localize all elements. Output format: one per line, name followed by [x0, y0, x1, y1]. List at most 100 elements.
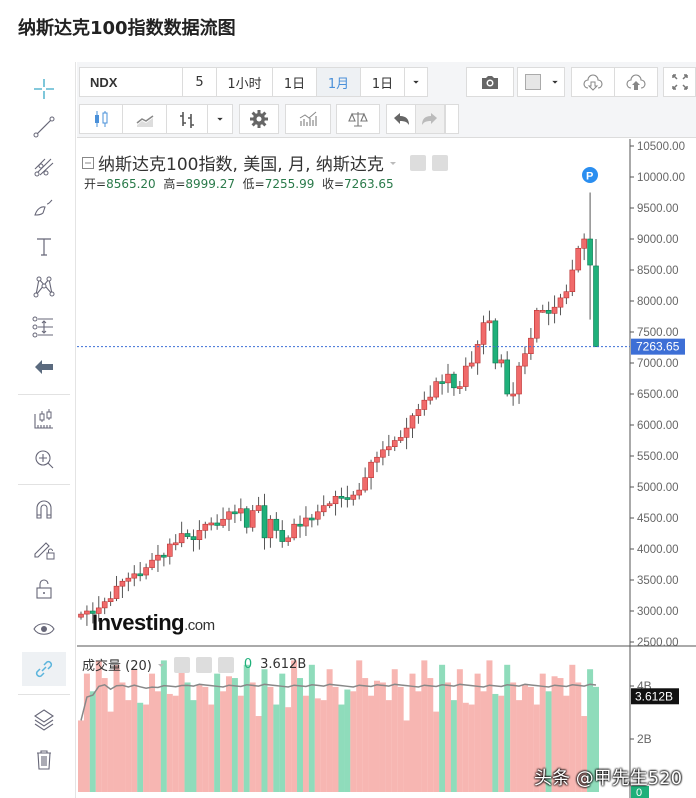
interval-custom[interactable]: 1日	[360, 67, 405, 97]
svg-text:4500.00: 4500.00	[637, 513, 679, 525]
series-title: 纳斯达克100指数, 美国, 月, 纳斯达克	[98, 155, 384, 175]
volume-change: 0	[243, 657, 253, 672]
interval-1m[interactable]: 1月	[316, 67, 361, 97]
open-value: 8565.20	[106, 177, 156, 191]
drawing-toolbar	[0, 62, 76, 798]
cloud-download-icon	[583, 74, 603, 91]
text-icon	[37, 238, 51, 256]
save-layout-button[interactable]	[614, 67, 658, 97]
trend-line-icon	[33, 116, 55, 138]
trash-icon	[37, 750, 51, 770]
magnet-icon	[36, 500, 52, 519]
zoom-in-icon	[35, 450, 54, 469]
svg-text:3.612B: 3.612B	[635, 689, 673, 703]
low-label: 低=	[242, 177, 265, 191]
interval-dropdown[interactable]	[404, 67, 428, 97]
svg-text:5000.00: 5000.00	[637, 482, 679, 494]
link-icon	[35, 660, 53, 678]
close-label: 收=	[321, 177, 345, 191]
svg-text:8000.00: 8000.00	[637, 296, 679, 308]
high-value: 8999.27	[185, 177, 236, 191]
screenshot-button[interactable]	[466, 67, 514, 97]
candlestick-type-button[interactable]	[79, 104, 123, 134]
svg-text:3500.00: 3500.00	[637, 575, 679, 587]
unlock-icon	[36, 579, 52, 599]
svg-text:9500.00: 9500.00	[637, 203, 679, 215]
caret-down-icon	[217, 117, 223, 121]
svg-text:8500.00: 8500.00	[637, 265, 679, 277]
symbol-input[interactable]: NDX	[79, 67, 183, 97]
layers-tool[interactable]	[22, 702, 66, 736]
brush-tool[interactable]	[22, 190, 66, 224]
svg-text:9000.00: 9000.00	[637, 234, 679, 246]
logo-main: Investing	[92, 610, 185, 635]
trend-line-tool[interactable]	[22, 110, 66, 144]
svg-text:6000.00: 6000.00	[637, 420, 679, 432]
zoom-in-tool[interactable]	[22, 442, 66, 476]
compare-icon	[348, 112, 368, 127]
redo-button[interactable]	[415, 104, 445, 134]
interval-5[interactable]: 5	[182, 67, 217, 97]
line-chart-icon	[136, 115, 153, 127]
text-tool[interactable]	[22, 230, 66, 264]
cloud-upload-icon	[626, 74, 646, 90]
settings-icon	[250, 110, 268, 128]
pitchfork-tool[interactable]	[22, 150, 66, 184]
load-layout-button[interactable]	[571, 67, 615, 97]
lock-drawing-tool[interactable]	[22, 532, 66, 566]
bar-type-button[interactable]	[166, 104, 208, 134]
high-label: 高=	[163, 177, 186, 191]
caret-down-icon[interactable]	[388, 158, 398, 168]
crosshair-tool[interactable]	[22, 72, 66, 106]
brush-icon	[34, 199, 53, 216]
visibility-icon[interactable]	[173, 656, 190, 673]
volume-legend: 成交量 (20) 0 3.612B	[82, 655, 306, 674]
visibility-icon[interactable]	[409, 154, 426, 171]
link-tool[interactable]	[22, 652, 66, 686]
settings-button[interactable]	[239, 104, 279, 134]
interval-1d[interactable]: 1日	[272, 67, 317, 97]
toolbar-divider	[18, 694, 70, 695]
fibonacci-tool[interactable]	[22, 310, 66, 344]
svg-text:7000.00: 7000.00	[637, 358, 679, 370]
pattern-icon	[33, 276, 55, 298]
undo-button[interactable]	[386, 104, 416, 134]
delete-tool[interactable]	[22, 742, 66, 776]
svg-text:7263.65: 7263.65	[636, 340, 680, 354]
fibonacci-icon	[32, 316, 53, 338]
page-title: 纳斯达克100指数数据流图	[18, 18, 236, 39]
svg-text:2B: 2B	[637, 732, 652, 746]
measure-tool[interactable]	[22, 402, 66, 436]
svg-text:5500.00: 5500.00	[637, 451, 679, 463]
settings-icon[interactable]	[431, 154, 448, 171]
close-icon[interactable]	[217, 656, 234, 673]
magnet-tool[interactable]	[22, 492, 66, 526]
pitchfork-icon	[34, 158, 54, 177]
volume-value: 3.612B	[260, 657, 307, 672]
back-tool[interactable]	[22, 350, 66, 384]
toolbar-spacer	[445, 104, 459, 134]
svg-text:3000.00: 3000.00	[637, 606, 679, 618]
indicators-button[interactable]	[285, 104, 331, 134]
color-swatch-icon	[525, 74, 541, 90]
compare-button[interactable]	[336, 104, 380, 134]
settings-icon[interactable]	[195, 656, 212, 673]
visibility-tool[interactable]	[22, 612, 66, 646]
crosshair-icon	[34, 79, 54, 99]
eye-icon	[33, 623, 55, 635]
lock-drawing-icon	[34, 542, 55, 560]
caret-down-icon[interactable]	[156, 660, 166, 670]
collapse-icon[interactable]	[82, 156, 94, 169]
series-legend: 纳斯达克100指数, 美国, 月, 纳斯达克	[82, 150, 448, 175]
ohlc-values: 开=8565.20 高=8999.27 低=7255.99 收=7263.65	[84, 175, 394, 192]
unlock-tool[interactable]	[22, 572, 66, 606]
pattern-tool[interactable]	[22, 270, 66, 304]
open-label: 开=	[84, 177, 107, 191]
color-picker-button[interactable]	[517, 67, 565, 97]
interval-1h[interactable]: 1小时	[216, 67, 273, 97]
chart-type-dropdown[interactable]	[207, 104, 233, 134]
candlestick-icon	[95, 111, 108, 127]
chart-toolbar: NDX 5 1小时 1日 1月 1日	[77, 62, 696, 138]
caret-down-icon	[413, 80, 419, 84]
